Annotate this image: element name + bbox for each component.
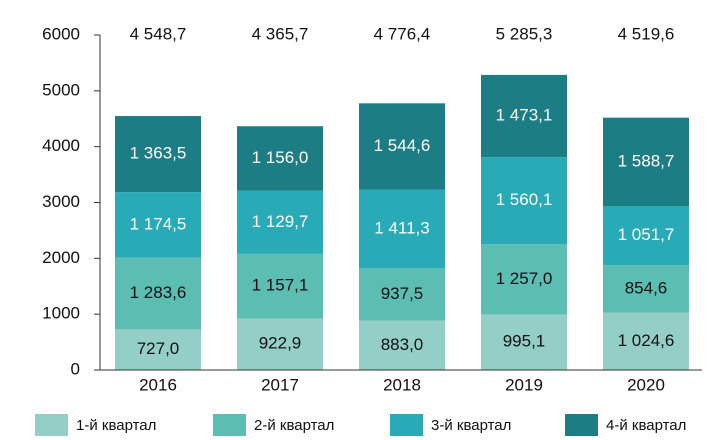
bar-segment	[237, 126, 323, 191]
value-label: 1 051,7	[618, 225, 675, 244]
value-label: 1 473,1	[496, 106, 553, 125]
value-label: 1 363,5	[130, 144, 187, 163]
bar-segment	[603, 312, 689, 370]
bar-segment	[115, 329, 201, 370]
x-tick-label: 2016	[139, 375, 177, 394]
value-label: 995,1	[503, 332, 546, 351]
bar-segment	[359, 320, 445, 370]
x-tick-label: 2020	[627, 375, 665, 394]
bar-segment	[603, 117, 689, 207]
y-tick-label: 0	[71, 359, 80, 378]
value-label: 1 544,6	[374, 136, 431, 155]
x-tick-label: 2017	[261, 375, 299, 394]
value-label: 1 588,7	[618, 151, 675, 170]
value-label: 922,9	[259, 334, 302, 353]
value-label: 1 024,6	[618, 331, 675, 350]
value-label: 854,6	[625, 278, 668, 297]
value-label: 1 560,1	[496, 190, 553, 209]
legend-label: 1-й квартал	[76, 417, 156, 434]
legend-swatch	[390, 414, 423, 436]
bar-segment	[603, 206, 689, 266]
y-tick-label: 4000	[42, 136, 80, 155]
value-label: 1 156,0	[252, 148, 309, 167]
legend-label: 2-й квартал	[254, 417, 334, 434]
bar-segment	[359, 189, 445, 269]
bar-segment	[115, 116, 201, 193]
bar-segment	[481, 244, 567, 315]
total-label: 4 365,7	[252, 24, 309, 43]
legend-label: 4-й квартал	[606, 417, 686, 434]
value-label: 1 174,5	[130, 214, 187, 233]
value-label: 1 411,3	[374, 218, 429, 237]
total-label: 4 519,6	[618, 24, 675, 43]
y-tick-label: 2000	[42, 248, 80, 267]
legend-swatch	[213, 414, 246, 436]
bar-segment	[481, 74, 567, 158]
bar-segment	[237, 318, 323, 370]
bar-segment	[481, 314, 567, 370]
x-tick-label: 2018	[383, 375, 421, 394]
y-tick-label: 3000	[42, 192, 80, 211]
value-label: 1 129,7	[252, 212, 309, 231]
bar-segment	[603, 265, 689, 313]
bar-segment	[237, 190, 323, 254]
total-label: 4 548,7	[130, 24, 187, 43]
value-label: 1 257,0	[496, 269, 553, 288]
total-label: 4 776,4	[374, 24, 431, 43]
y-tick-label: 5000	[42, 80, 80, 99]
value-label: 1 157,1	[252, 276, 309, 295]
bar-segment	[115, 257, 201, 330]
bar-segment	[115, 192, 201, 258]
bar-segment	[359, 103, 445, 190]
value-label: 1 283,6	[130, 283, 187, 302]
bar-segment	[481, 157, 567, 245]
bar-segment	[359, 268, 445, 321]
x-tick-label: 2019	[505, 375, 543, 394]
legend-label: 3-й квартал	[431, 417, 511, 434]
y-tick-label: 1000	[42, 304, 80, 323]
legend-swatch	[35, 414, 68, 436]
total-label: 5 285,3	[496, 24, 553, 43]
value-label: 937,5	[381, 284, 424, 303]
bar-segment	[237, 253, 323, 319]
value-label: 883,0	[381, 335, 424, 354]
value-label: 727,0	[137, 339, 180, 358]
y-tick-label: 6000	[42, 24, 80, 43]
legend-swatch	[565, 414, 598, 436]
